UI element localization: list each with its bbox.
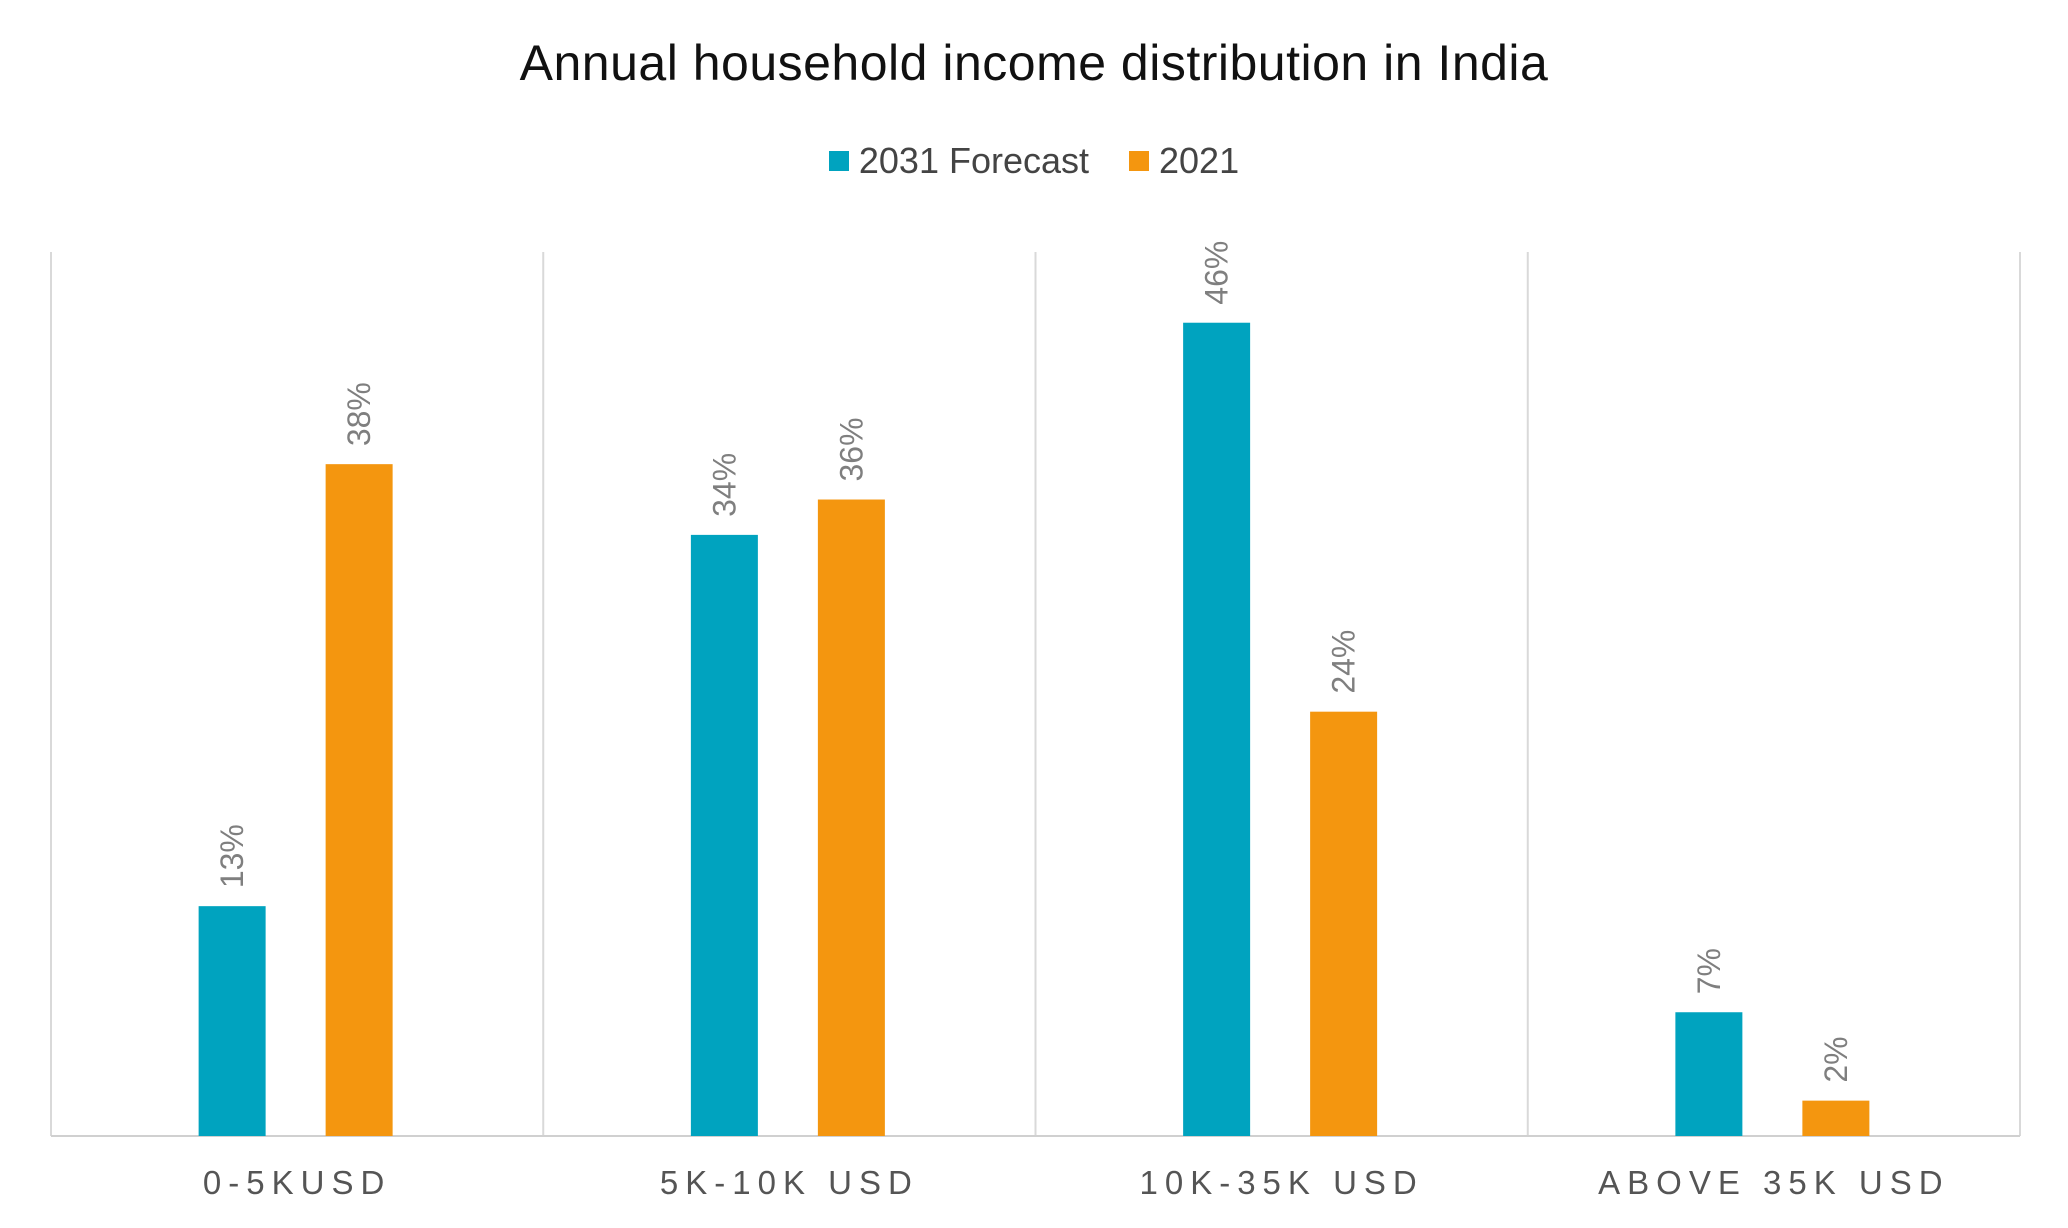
x-tick-label: 10K-35K USD [1139, 1164, 1423, 1201]
bar-2021 [325, 464, 393, 1136]
bar-2031-forecast [198, 906, 266, 1136]
bar-2031-forecast [690, 534, 758, 1136]
x-tick-label: 0-5KUSD [203, 1164, 391, 1201]
legend-label-2021: 2021 [1159, 140, 1240, 181]
x-tick-label: 5K-10K USD [660, 1164, 919, 1201]
data-label-2021: 38% [341, 382, 377, 446]
data-label-2031-forecast: 46% [1199, 241, 1235, 305]
data-label-2031-forecast: 34% [706, 453, 742, 517]
data-label-2021: 36% [833, 417, 869, 481]
data-label-2031-forecast: 13% [214, 824, 250, 888]
legend-swatch-2031-forecast [828, 151, 849, 171]
legend: 2031 Forecast 2021 [0, 140, 2068, 182]
legend-item-2031-forecast: 2031 Forecast [828, 140, 1090, 182]
legend-item-2021: 2021 [1129, 140, 1239, 182]
bar-2021 [1802, 1100, 1870, 1136]
bar-2021 [1310, 711, 1378, 1136]
bar-2021 [817, 499, 885, 1136]
legend-swatch-2021 [1129, 151, 1150, 171]
data-label-2021: 2% [1818, 1036, 1854, 1082]
data-label-2031-forecast: 7% [1691, 948, 1727, 994]
data-label-2021: 24% [1326, 630, 1362, 694]
x-tick-label: ABOVE 35K USD [1598, 1164, 1949, 1201]
bar-2031-forecast [1183, 322, 1251, 1137]
bar-2031-forecast [1675, 1012, 1743, 1136]
chart-title: Annual household income distribution in … [519, 35, 1549, 91]
legend-label-2031-forecast: 2031 Forecast [858, 140, 1090, 181]
